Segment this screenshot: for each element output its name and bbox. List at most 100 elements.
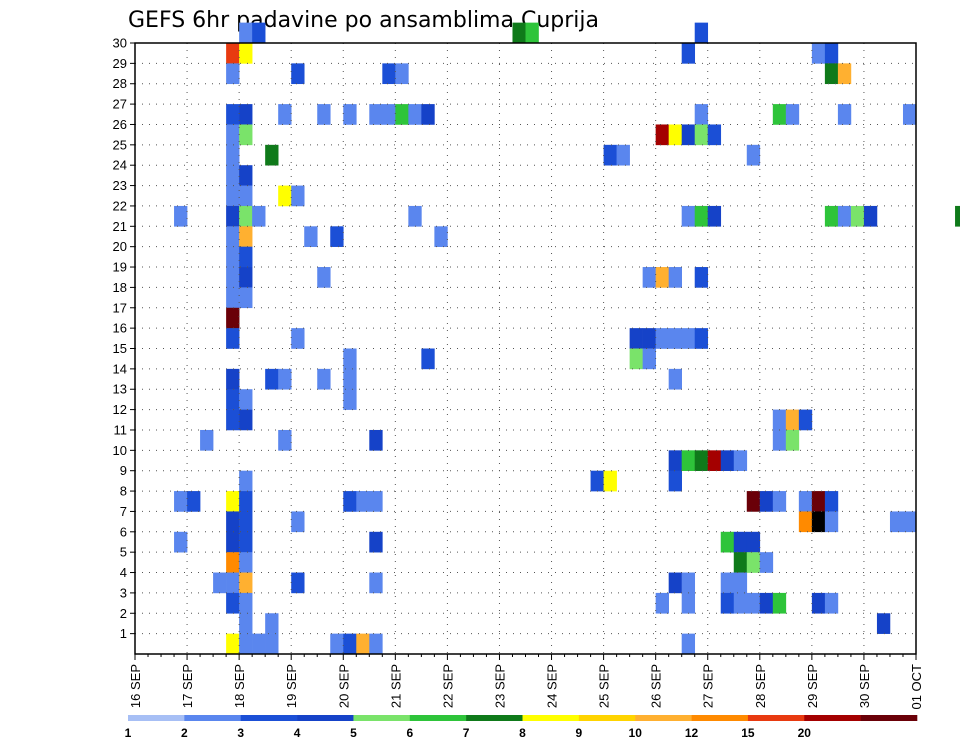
precip-cell xyxy=(239,389,253,410)
y-tick-label: 11 xyxy=(114,422,128,437)
precip-cell xyxy=(213,572,227,594)
precip-cell xyxy=(707,450,722,471)
precip-cell xyxy=(694,22,709,44)
precip-cell xyxy=(226,124,240,146)
precip-cell xyxy=(655,592,669,614)
x-tick-label: 27 SEP xyxy=(701,664,716,708)
precip-cell xyxy=(824,43,839,64)
x-tick-label: 20 SEP xyxy=(336,664,351,708)
precip-cell xyxy=(239,43,253,64)
colorbar-label: 1 xyxy=(125,726,132,740)
x-tick-label: 22 SEP xyxy=(440,664,455,708)
y-tick-label: 12 xyxy=(113,402,127,417)
x-tick-label: 30 SEP xyxy=(857,664,872,708)
precip-cell xyxy=(889,511,904,533)
precip-cell xyxy=(239,491,253,512)
colorbar-swatch xyxy=(240,715,298,721)
precip-cell xyxy=(694,328,709,349)
x-tick-label: 16 SEP xyxy=(128,664,143,708)
precip-cell xyxy=(720,531,735,553)
precip-cell xyxy=(174,491,188,512)
precip-cell xyxy=(239,613,253,634)
precip-cell xyxy=(317,104,331,125)
colorbar-label: 12 xyxy=(685,726,699,740)
precip-cell xyxy=(278,368,292,390)
precip-cell xyxy=(759,592,774,614)
y-tick-label: 21 xyxy=(113,219,127,234)
precip-cell xyxy=(291,511,305,533)
precip-cell xyxy=(421,104,435,125)
precip-cell xyxy=(733,450,748,471)
precip-cell xyxy=(642,328,656,349)
precip-cell xyxy=(681,592,696,614)
precip-cell xyxy=(603,144,617,166)
y-tick-label: 24 xyxy=(113,158,127,173)
precip-cell xyxy=(304,226,318,247)
colorbar-label: 6 xyxy=(406,726,413,740)
precip-cell xyxy=(291,572,305,594)
precip-cell xyxy=(239,409,253,431)
y-tick-label: 27 xyxy=(113,97,127,112)
precip-cell xyxy=(824,491,839,512)
precip-cell xyxy=(252,205,266,227)
precip-cell xyxy=(226,552,240,573)
precip-cell xyxy=(278,104,292,125)
x-tick-label: 01 OCT xyxy=(909,664,924,710)
y-tick-label: 14 xyxy=(113,361,127,376)
precip-cell xyxy=(772,592,787,614)
precip-cell xyxy=(811,43,826,64)
precip-cell xyxy=(265,613,279,634)
y-tick-label: 17 xyxy=(113,300,127,315)
precip-cell xyxy=(733,531,748,553)
precip-cell xyxy=(226,287,240,309)
precip-cell xyxy=(824,592,839,614)
precip-cell xyxy=(655,267,669,288)
precip-cell xyxy=(239,511,253,533)
x-tick-label: 23 SEP xyxy=(492,664,507,708)
precip-cell xyxy=(343,348,357,370)
precip-cell xyxy=(746,531,761,553)
precip-cell xyxy=(902,511,917,533)
colorbar-label: 8 xyxy=(519,726,526,740)
precip-cell xyxy=(226,592,240,614)
precip-cell xyxy=(382,104,396,125)
precip-cell xyxy=(629,348,643,370)
x-tick-label: 24 SEP xyxy=(545,664,560,708)
x-tick-label: 26 SEP xyxy=(649,664,664,708)
colorbar-swatch xyxy=(747,715,805,721)
precip-cell xyxy=(668,267,682,288)
precip-cell xyxy=(642,348,656,370)
precip-cell xyxy=(239,531,253,553)
precip-cell xyxy=(395,104,409,125)
precip-cell xyxy=(265,633,279,655)
precip-cell xyxy=(603,470,617,492)
precip-cell xyxy=(239,22,253,44)
precip-cell xyxy=(226,226,240,247)
precip-cell xyxy=(187,491,201,512)
precip-cell xyxy=(291,63,305,85)
precip-cell xyxy=(239,592,253,614)
precip-cell xyxy=(239,185,253,207)
precip-cell xyxy=(681,43,696,64)
precip-cell xyxy=(720,572,735,594)
colorbar-swatch xyxy=(804,715,861,721)
precip-cell xyxy=(837,63,852,85)
precip-cell xyxy=(681,124,696,146)
precip-cell xyxy=(278,429,292,451)
precip-cell xyxy=(681,450,696,471)
precip-cell xyxy=(759,552,774,573)
precip-cell xyxy=(239,104,253,125)
precip-cell xyxy=(408,104,422,125)
x-tick-label: 25 SEP xyxy=(597,664,612,708)
x-axis-date-ticks: 16 SEP 17 SEP 18 SEP 19 SEP 20 SEP 21 SEP 22 S… xyxy=(128,654,924,710)
precip-cell xyxy=(343,104,357,125)
y-tick-label: 5 xyxy=(120,545,127,560)
precip-cell xyxy=(226,205,240,227)
precip-cell xyxy=(226,307,240,329)
precip-cell xyxy=(382,63,396,85)
precip-cell xyxy=(694,104,709,125)
precip-cell xyxy=(772,104,787,125)
precip-cell xyxy=(681,205,696,227)
y-tick-label: 23 xyxy=(113,178,127,193)
